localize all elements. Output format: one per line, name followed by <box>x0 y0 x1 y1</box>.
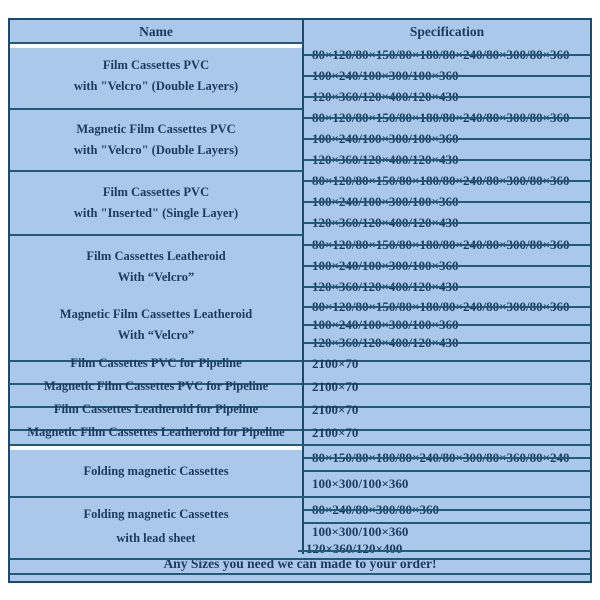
table-row: Film Cassettes Leatheroid for Pipeline 2… <box>10 398 590 421</box>
spec-line: 80×240/80×300/80×360 <box>304 498 590 522</box>
product-name-cell: Film Cassettes Leatheroid for Pipeline <box>10 398 304 421</box>
header-spec-cell: Specification <box>304 20 590 44</box>
spec-line: 100×240/100×300/100×360 <box>304 65 590 86</box>
spec-line: 80×120/80×150/80×180/80×240/80×300/80×36… <box>304 170 590 191</box>
spec-cell: 80×120/80×150/80×180/80×240/80×300/80×36… <box>304 298 590 352</box>
table-row: Folding magnetic Cassettes 80×150/80×180… <box>10 444 590 496</box>
bottom-empty-strip <box>10 575 590 581</box>
table-row: Film Cassettes PVC with "Inserted" (Sing… <box>10 170 590 234</box>
header-name-cell: Name <box>10 20 304 44</box>
table-header-row: Name Specification <box>10 20 590 44</box>
product-name-line: With “Velcro” <box>117 270 195 284</box>
spec-line: 100×240/100×300/100×360 <box>304 191 590 212</box>
product-name-cell: Magnetic Film Cassettes Leatheroid With … <box>10 298 304 352</box>
spec-line: 120×360/120×400 <box>298 540 590 557</box>
spec-line: 100×240/100×300/100×360 <box>304 316 590 334</box>
product-name-line: Film Cassettes Leatheroid for Pipeline <box>53 402 259 416</box>
footer-note-row: Any Sizes you need we can made to your o… <box>10 554 590 575</box>
product-name-cell: Magnetic Film Cassettes PVC for Pipeline <box>10 375 304 398</box>
footer-note: Any Sizes you need we can made to your o… <box>163 555 437 571</box>
spec-cell: 2100×70 <box>304 398 590 421</box>
spec-cell: 80×120/80×150/80×180/80×240/80×300/80×36… <box>304 108 590 170</box>
spec-cell: 80×120/80×150/80×180/80×240/80×300/80×36… <box>304 170 590 234</box>
spec-cell: 80×120/80×150/80×180/80×240/80×300/80×36… <box>304 44 590 108</box>
spec-line: 100×300/100×360 <box>304 470 590 496</box>
product-name-line: Magnetic Film Cassettes Leatheroid <box>59 307 253 321</box>
table-row: Magnetic Film Cassettes PVC with "Velcro… <box>10 108 590 170</box>
spec-line: 2100×70 <box>312 401 359 417</box>
spec-line: 120×360/120×400/120×430 <box>304 87 590 108</box>
table-row: Magnetic Film Cassettes PVC for Pipeline… <box>10 375 590 398</box>
product-name-line: Film Cassettes PVC <box>102 185 210 199</box>
spec-line: 100×300/100×360 <box>304 522 590 540</box>
table-row: Film Cassettes Leatheroid With “Velcro” … <box>10 234 590 298</box>
spec-line: 80×120/80×150/80×180/80×240/80×300/80×36… <box>304 298 590 316</box>
product-name-cell: Film Cassettes Leatheroid With “Velcro” <box>10 234 304 298</box>
product-name-cell: Film Cassettes PVC for Pipeline <box>10 352 304 375</box>
spec-line: 120×360/120×400/120×430 <box>304 334 590 352</box>
header-name-label: Name <box>139 23 173 39</box>
spec-cell: 80×120/80×150/80×180/80×240/80×300/80×36… <box>304 234 590 298</box>
spec-line: 80×150/80×180/80×240/80×300/80×360/80×24… <box>304 446 590 470</box>
product-name-cell: Magnetic Film Cassettes Leatheroid for P… <box>10 421 304 444</box>
spec-line: 2100×70 <box>312 378 359 394</box>
product-name-line: Magnetic Film Cassettes Leatheroid for P… <box>27 425 285 439</box>
spec-line: 2100×70 <box>312 424 359 440</box>
spec-cell: 2100×70 <box>304 375 590 398</box>
spec-line: 80×120/80×150/80×180/80×240/80×300/80×36… <box>304 234 590 255</box>
spec-line: 100×240/100×300/100×360 <box>304 255 590 276</box>
product-name-cell: Magnetic Film Cassettes PVC with "Velcro… <box>10 108 304 170</box>
product-name-line: with lead sheet <box>116 530 196 545</box>
spec-cell: 2100×70 <box>304 421 590 444</box>
spec-cell: 80×150/80×180/80×240/80×300/80×360/80×24… <box>304 446 590 496</box>
spec-line: 120×360/120×400/120×430 <box>304 277 590 298</box>
table-row: Film Cassettes PVC with "Velcro" (Double… <box>10 44 590 108</box>
product-name-line: Folding magnetic Cassettes <box>83 463 229 478</box>
table-row: Folding magnetic Cassettes with lead she… <box>10 496 590 556</box>
spec-line: 80×120/80×150/80×180/80×240/80×300/80×36… <box>304 108 590 129</box>
product-name-line: Magnetic Film Cassettes PVC for Pipeline <box>43 379 269 393</box>
product-name-cell: Folding magnetic Cassettes with lead she… <box>10 498 304 554</box>
table-row: Magnetic Film Cassettes Leatheroid for P… <box>10 421 590 444</box>
product-name-line: With “Velcro” <box>117 328 195 342</box>
table-row: Film Cassettes PVC for Pipeline 2100×70 <box>10 352 590 375</box>
spec-line: 120×360/120×400/120×430 <box>304 213 590 234</box>
spec-cell: 80×240/80×300/80×360 100×300/100×360 120… <box>298 498 590 556</box>
product-name-line: Folding magnetic Cassettes <box>83 506 229 521</box>
product-name-cell: Film Cassettes PVC with "Inserted" (Sing… <box>10 170 304 234</box>
product-name-line: with "Velcro" (Double Layers) <box>73 143 239 157</box>
header-spec-label: Specification <box>409 24 485 39</box>
product-name-cell: Film Cassettes PVC with "Velcro" (Double… <box>10 44 304 108</box>
product-name-line: Film Cassettes Leatheroid <box>86 249 226 263</box>
spec-cell: 2100×70 <box>304 352 590 375</box>
product-name-line: Film Cassettes PVC for Pipeline <box>70 356 242 370</box>
spec-line: 80×120/80×150/80×180/80×240/80×300/80×36… <box>304 44 590 65</box>
product-name-line: with "Inserted" (Single Layer) <box>73 206 239 220</box>
spec-line: 100×240/100×300/100×360 <box>304 129 590 150</box>
product-name-line: Magnetic Film Cassettes PVC <box>76 122 236 136</box>
spec-line: 2100×70 <box>312 355 359 371</box>
spec-line: 120×360/120×400/120×430 <box>304 149 590 170</box>
product-name-cell: Folding magnetic Cassettes <box>10 446 304 496</box>
table-row: Magnetic Film Cassettes Leatheroid With … <box>10 298 590 352</box>
product-name-line: Film Cassettes PVC <box>102 58 210 72</box>
product-name-line: with "Velcro" (Double Layers) <box>73 79 239 93</box>
specification-table: Name Specification Film Cassettes PVC wi… <box>8 18 592 583</box>
